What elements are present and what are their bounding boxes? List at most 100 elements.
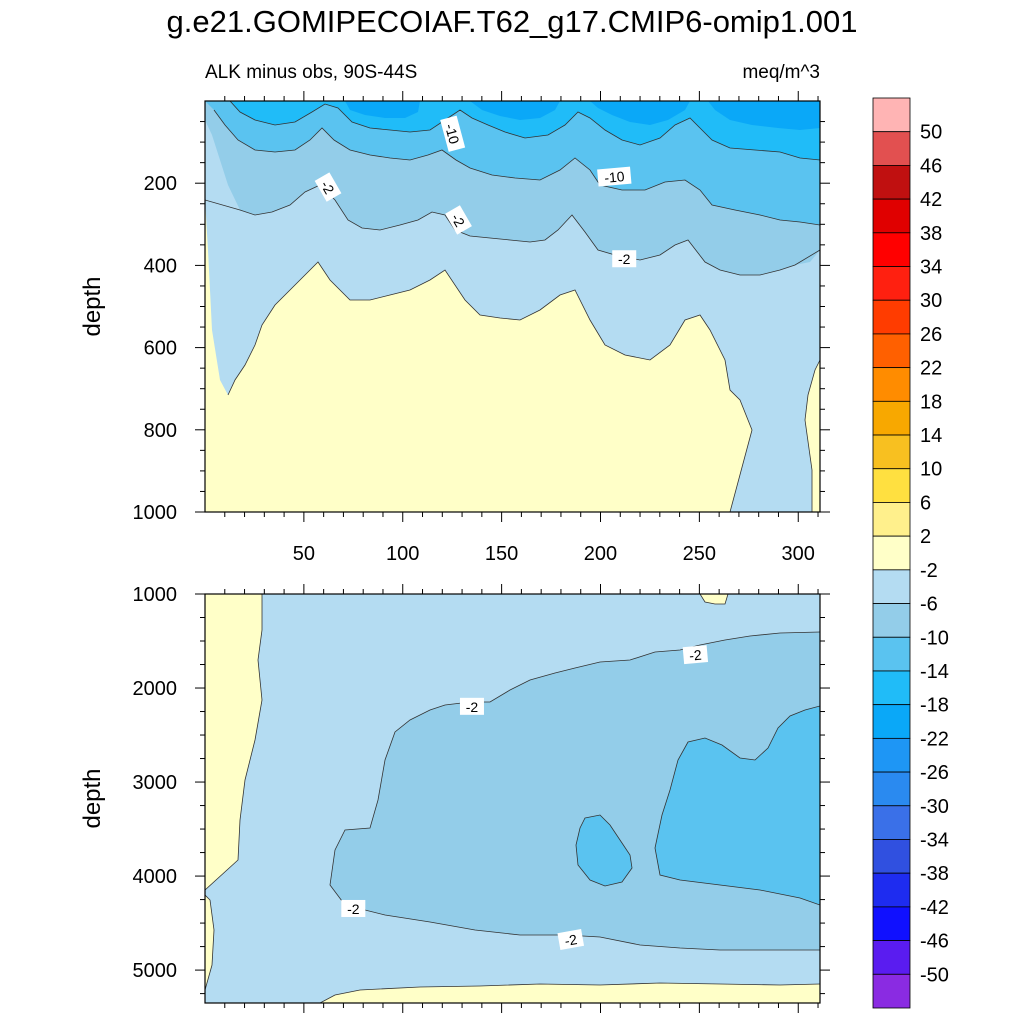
colorbar-box <box>872 468 911 503</box>
colorbar-box <box>872 333 911 369</box>
lower-fills <box>205 594 820 1003</box>
contour-line-2-bottom <box>319 982 820 1003</box>
upper-fills <box>205 101 820 512</box>
contour-label-text: -2 <box>689 647 703 664</box>
contour-label-bg <box>597 166 632 187</box>
colorbar-label: 22 <box>920 358 942 380</box>
y-tick-label: 1000 <box>133 584 178 606</box>
contour-label-text: -2 <box>466 699 479 715</box>
contour-label: -2 <box>612 250 637 268</box>
contour-label-bg <box>682 645 709 665</box>
colorbar-label: -6 <box>920 594 938 616</box>
y-tick-label: 3000 <box>133 772 178 794</box>
colorbar-box <box>872 569 911 604</box>
colorbar-label: -34 <box>920 829 949 851</box>
colorbar-label: 2 <box>920 526 931 548</box>
colorbar-label: -46 <box>920 931 949 953</box>
contour-label: -2 <box>459 697 484 715</box>
x-tick-label: 200 <box>584 543 617 565</box>
contour-line-2-east <box>804 359 820 512</box>
colorbar-box <box>872 670 911 706</box>
band-2-to-6-east <box>805 360 820 512</box>
lower-axes-frame <box>204 593 821 1004</box>
colorbar-label: -2 <box>920 560 938 582</box>
contour-label-text: -2 <box>563 931 578 949</box>
x-tick-label: 300 <box>782 543 815 565</box>
colorbar-label: 38 <box>920 223 942 245</box>
chart-subtitle-left: ALK minus obs, 90S-44S <box>205 62 418 83</box>
contour-label-text: -2 <box>347 901 360 917</box>
colorbar-label: 30 <box>920 290 942 312</box>
colorbar-box <box>872 603 911 638</box>
colorbar-label: -30 <box>920 796 949 818</box>
y-tick-label: 200 <box>144 173 177 195</box>
colorbar-label: 6 <box>920 492 931 514</box>
colorbar-label: -26 <box>920 762 949 784</box>
colorbar: 50 46 42 38 34 30 26 22 18 14 10 6 2 -2 -6 -10 -14 -18 -22… <box>872 97 949 1009</box>
colorbar-box <box>872 97 911 133</box>
contour-label: -2 <box>557 929 585 950</box>
contour-label: -2 <box>445 205 472 235</box>
colorbar-box <box>872 940 911 975</box>
chart-title: g.e21.GOMIPECOIAF.T62_g17.CMIP6-omip1.00… <box>166 4 858 39</box>
contour-label-text: -2 <box>618 251 631 267</box>
colorbar-box <box>872 266 911 301</box>
colorbar-label: 18 <box>920 391 942 413</box>
y-tick-label: 2000 <box>133 678 178 700</box>
contour-label: -10 <box>597 166 632 187</box>
upper-y-ticks <box>195 121 830 513</box>
colorbar-label: 26 <box>920 324 942 346</box>
colorbar-box <box>872 535 911 571</box>
colorbar-label: 10 <box>920 459 942 481</box>
contour-line-minus6-patch-a <box>575 814 633 887</box>
colorbar-box <box>872 165 911 200</box>
y-tick-label: 800 <box>144 420 177 442</box>
contour-line-minus6 <box>213 109 820 226</box>
colorbar-label: 46 <box>920 155 942 177</box>
contour-line-minus10 <box>229 101 820 161</box>
colorbar-box <box>872 367 911 402</box>
band-2-to-6-bottom <box>320 983 820 1003</box>
y-tick-label: 600 <box>144 338 177 360</box>
contour-label-text: -10 <box>442 122 463 146</box>
band-2-to-6-top <box>700 594 728 604</box>
colorbar-label: -50 <box>920 964 949 986</box>
contour-line-minus2-lower <box>329 631 820 951</box>
contour-line-2 <box>227 261 753 512</box>
colorbar-label: 50 <box>920 122 942 144</box>
colorbar-box <box>872 973 911 1009</box>
colorbar-box <box>872 502 911 537</box>
colorbar-box <box>872 198 911 234</box>
contour-label-bg <box>314 172 342 202</box>
x-tick-label: 100 <box>386 543 419 565</box>
colorbar-box <box>872 872 911 908</box>
x-tick-label: 250 <box>683 543 716 565</box>
upper-y-axis-label: depth <box>79 276 106 336</box>
y-tick-label: 5000 <box>133 960 178 982</box>
colorbar-box <box>872 131 911 166</box>
colorbar-box <box>872 400 911 436</box>
colorbar-box <box>872 906 911 941</box>
contour-label-bg <box>459 697 484 715</box>
colorbar-box <box>872 839 911 874</box>
lower-y-ticks <box>195 593 830 995</box>
contour-label: -10 <box>440 115 466 152</box>
band-2-to-6-west <box>205 594 262 890</box>
contour-label-bg <box>557 929 585 950</box>
band-2-to-6-west-deep <box>205 895 214 990</box>
contour-line-2-top <box>699 594 729 605</box>
y-tick-label: 400 <box>144 255 177 277</box>
colorbar-box <box>872 805 911 840</box>
contour-label: -2 <box>682 645 709 665</box>
colorbar-box <box>872 636 911 672</box>
colorbar-label: -10 <box>920 627 949 649</box>
x-tick-label: 150 <box>485 543 518 565</box>
colorbar-box <box>872 704 911 739</box>
lower-contour-panel: 1000 2000 3000 4000 5000 depth -2 -2 -2 -2 <box>79 584 830 1013</box>
band-minus18-b <box>470 101 560 120</box>
colorbar-label: -42 <box>920 897 949 919</box>
contour-label-bg <box>440 115 466 152</box>
contour-label-bg <box>341 899 366 917</box>
upper-contour-panel: 50 100 150 200 250 300 200 400 600 800 1000 depth -1… <box>79 91 830 565</box>
